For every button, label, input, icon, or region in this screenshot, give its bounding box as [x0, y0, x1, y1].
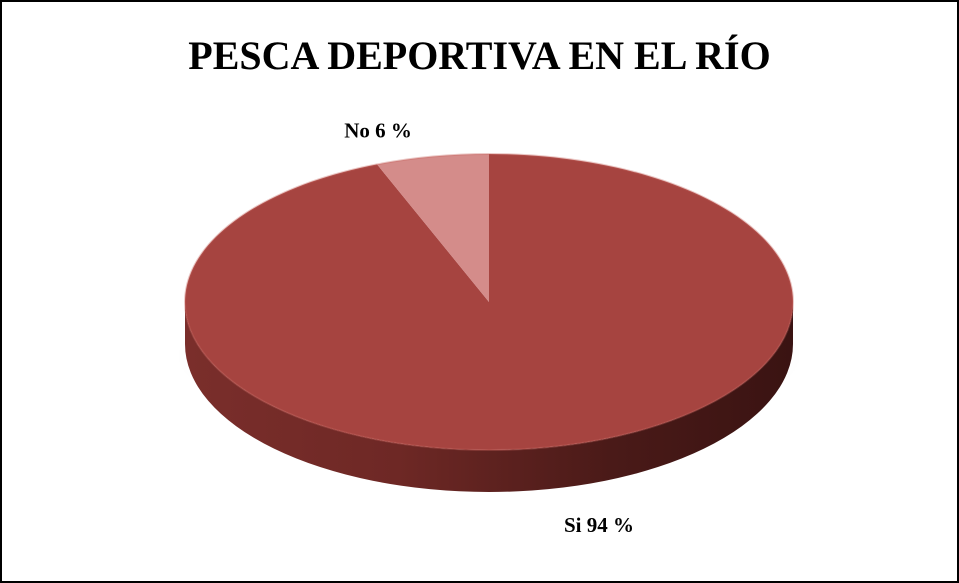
data-label-si: Si 94 %: [564, 513, 634, 537]
pie-slice-si: [185, 154, 794, 451]
pie-slice-no: [377, 154, 489, 302]
data-label-no: No 6 %: [344, 119, 412, 143]
pie-side-wall: [185, 302, 793, 492]
chart-title: PESCA DEPORTIVA EN EL RÍO: [188, 33, 771, 78]
pie-rim: [184, 153, 794, 451]
